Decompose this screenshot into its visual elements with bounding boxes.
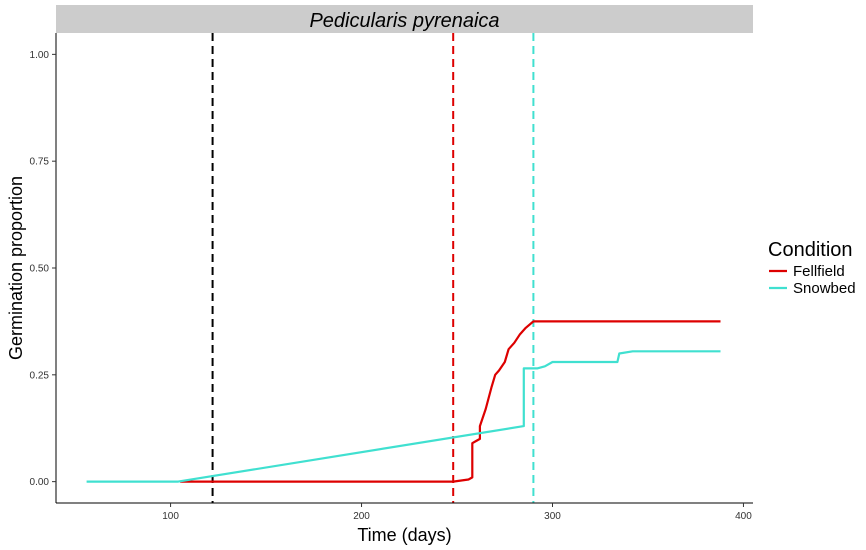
- legend-label-fellfield: Fellfield: [793, 263, 845, 280]
- facet-title: Pedicularis pyrenaica: [309, 10, 499, 32]
- x-tick-label: 400: [735, 511, 752, 522]
- series-lines: [86, 320, 721, 483]
- y-tick-label: 0.00: [30, 477, 50, 488]
- facet-strip: [56, 5, 753, 33]
- y-tick-label: 0.25: [30, 370, 50, 381]
- legend-title: Condition: [768, 239, 853, 261]
- series-line-snowbed: [86, 350, 721, 483]
- y-axis-ticks: 0.00 0.25 0.50 0.75 1.00: [30, 50, 56, 488]
- x-tick-label: 100: [162, 511, 179, 522]
- y-axis-title: Germination proportion: [6, 176, 26, 360]
- x-axis-title: Time (days): [357, 525, 451, 545]
- x-tick-label: 300: [544, 511, 561, 522]
- reference-lines: [211, 33, 535, 503]
- y-tick-label: 0.50: [30, 264, 50, 275]
- y-tick-label: 0.75: [30, 157, 50, 168]
- x-tick-label: 200: [353, 511, 370, 522]
- y-tick-label: 1.00: [30, 50, 50, 61]
- series-line-fellfield: [180, 320, 721, 483]
- x-axis-ticks: 100 200 300 400: [162, 503, 752, 522]
- legend-label-snowbed: Snowbed: [793, 280, 856, 297]
